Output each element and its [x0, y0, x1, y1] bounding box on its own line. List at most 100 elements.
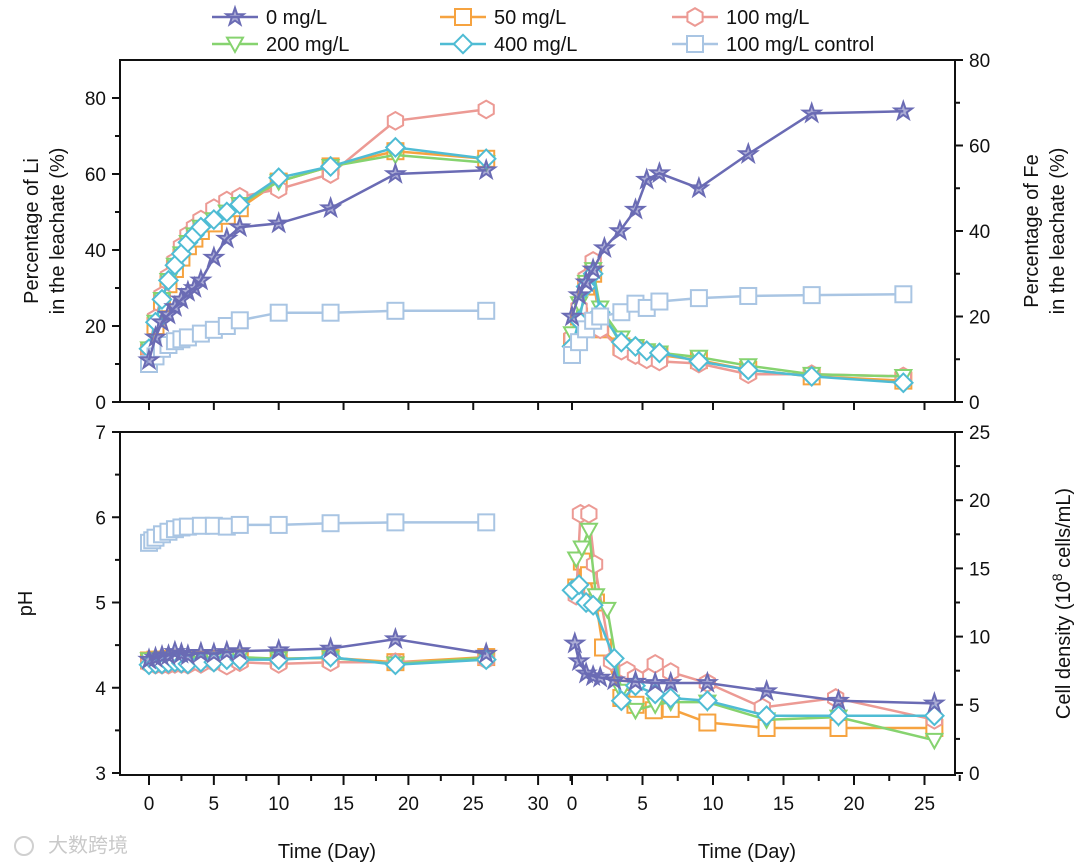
data-point — [802, 286, 821, 305]
legend-item: 50 mg/L — [440, 7, 566, 29]
y-tick-label: 10 — [969, 628, 990, 649]
data-point — [698, 713, 717, 732]
data-point — [567, 648, 591, 672]
data-point — [696, 690, 718, 712]
series-0-mg-l — [563, 631, 947, 714]
series-50-mg-l — [563, 264, 913, 390]
data-point — [579, 522, 599, 541]
watermark-icon — [14, 836, 34, 856]
legend-item: 100 mg/L control — [672, 34, 874, 56]
legend-item: 200 mg/L — [212, 34, 349, 56]
x-tick-label: 30 — [528, 794, 549, 815]
y-tick-label: 80 — [969, 51, 990, 72]
data-point — [592, 235, 617, 259]
data-point — [216, 201, 238, 223]
data-point — [267, 637, 291, 661]
data-point — [602, 667, 626, 691]
data-point — [635, 167, 659, 190]
x-tick-label: 0 — [144, 794, 155, 815]
data-point — [647, 160, 672, 184]
data-point — [801, 365, 823, 387]
data-point — [922, 691, 947, 714]
data-point — [269, 515, 288, 534]
x-tick-label: 5 — [209, 794, 220, 815]
legend-label: 200 mg/L — [266, 34, 349, 56]
data-point — [383, 161, 408, 184]
data-point — [567, 282, 591, 306]
data-point — [267, 211, 291, 234]
data-point — [227, 214, 252, 238]
data-point — [474, 157, 499, 181]
legend-item: 400 mg/L — [440, 33, 577, 56]
y-tick-label: 20 — [969, 308, 990, 329]
legend-item: 0 mg/L — [212, 4, 327, 29]
data-point — [608, 218, 632, 241]
data-point — [157, 269, 180, 292]
legend: 0 mg/L 50 mg/L 100 mg/L 200 mg/L 400 mg/L 100… — [212, 4, 874, 56]
data-point — [477, 301, 496, 320]
data-point — [563, 631, 587, 654]
y-tick-label: 25 — [969, 423, 990, 444]
series-200-mg-l — [562, 262, 914, 387]
data-point — [659, 670, 683, 693]
x-tick-label: 25 — [914, 794, 935, 815]
x-axis-title: Time (Day) — [698, 841, 796, 863]
data-point — [386, 301, 405, 320]
series-0-mg-l — [137, 626, 498, 670]
series-line — [147, 153, 487, 350]
data-point — [695, 670, 720, 693]
data-point — [319, 646, 342, 668]
series-line — [570, 110, 904, 317]
x-tick-label: 15 — [333, 794, 354, 815]
data-point — [318, 195, 343, 219]
data-point — [636, 340, 658, 362]
data-point — [648, 342, 671, 364]
data-point — [894, 285, 913, 304]
series-line — [570, 270, 904, 385]
data-point — [754, 678, 779, 702]
data-point — [269, 303, 288, 322]
legend-marker-square — [686, 35, 704, 53]
y-tick-label: 60 — [969, 137, 990, 158]
data-point — [384, 654, 407, 676]
data-point — [568, 574, 590, 596]
data-point — [383, 626, 408, 650]
y-axis-title: Percentage of Fe in the leachate (%) — [1021, 148, 1069, 315]
x-tick-label: 15 — [773, 794, 794, 815]
data-point — [646, 653, 664, 674]
y-tick-label: 20 — [969, 491, 990, 512]
y-tick-label: 60 — [85, 165, 106, 186]
data-point — [477, 513, 496, 532]
x-tick-label: 0 — [567, 794, 578, 815]
data-point — [230, 515, 249, 534]
data-point — [603, 647, 625, 670]
data-point — [650, 292, 669, 311]
data-point — [588, 665, 612, 688]
legend-item: 100 mg/L — [672, 7, 809, 29]
data-point — [624, 335, 647, 358]
x-tick-label: 5 — [637, 794, 648, 815]
data-point — [891, 99, 916, 122]
y-tick-label: 40 — [85, 241, 106, 262]
y-tick-label: 5 — [969, 696, 980, 717]
data-point — [229, 193, 251, 216]
data-point — [892, 372, 914, 394]
x-axis-title: Time (Day) — [278, 841, 376, 863]
data-point — [826, 688, 851, 711]
data-point — [687, 175, 711, 199]
y-tick-label: 40 — [969, 222, 990, 243]
data-point — [827, 705, 850, 727]
data-point — [566, 551, 586, 569]
series-line — [147, 149, 487, 353]
panel-top-right: 0 20 40 60 80 Percentage of Fe in the leachate… — [560, 51, 1069, 414]
data-point — [625, 702, 646, 721]
series-0-mg-l — [560, 99, 916, 327]
y-tick-label: 6 — [95, 508, 106, 529]
data-point — [202, 245, 226, 268]
data-point — [623, 669, 648, 692]
data-point — [739, 286, 758, 305]
data-point — [689, 289, 708, 308]
legend-marker-triangle-down — [225, 36, 245, 55]
